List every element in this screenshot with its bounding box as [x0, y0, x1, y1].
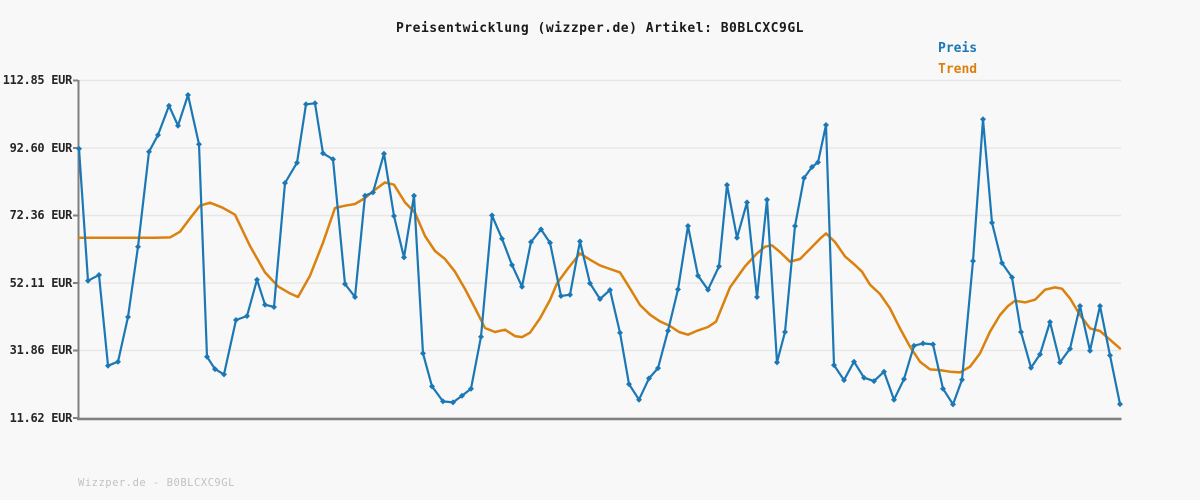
- y-axis-label: 31.86 EUR: [9, 343, 73, 358]
- y-axis-label: 72.36 EUR: [9, 207, 73, 222]
- y-axis-label: 112.85 EUR: [2, 73, 73, 87]
- chart-title: Preisentwicklung (wizzper.de) Artikel: B…: [395, 21, 804, 36]
- legend-item-preis: Preis: [938, 41, 978, 56]
- legend-item-trend: Trend: [938, 62, 978, 77]
- y-axis-label: 92.60 EUR: [9, 140, 73, 155]
- legend: Preis Trend: [938, 38, 977, 80]
- y-axis-label: 52.11 EUR: [9, 275, 73, 290]
- watermark-text: Wizzper.de - B0BLCXC9GL: [78, 477, 235, 489]
- y-axis-label: 11.62 EUR: [9, 410, 73, 425]
